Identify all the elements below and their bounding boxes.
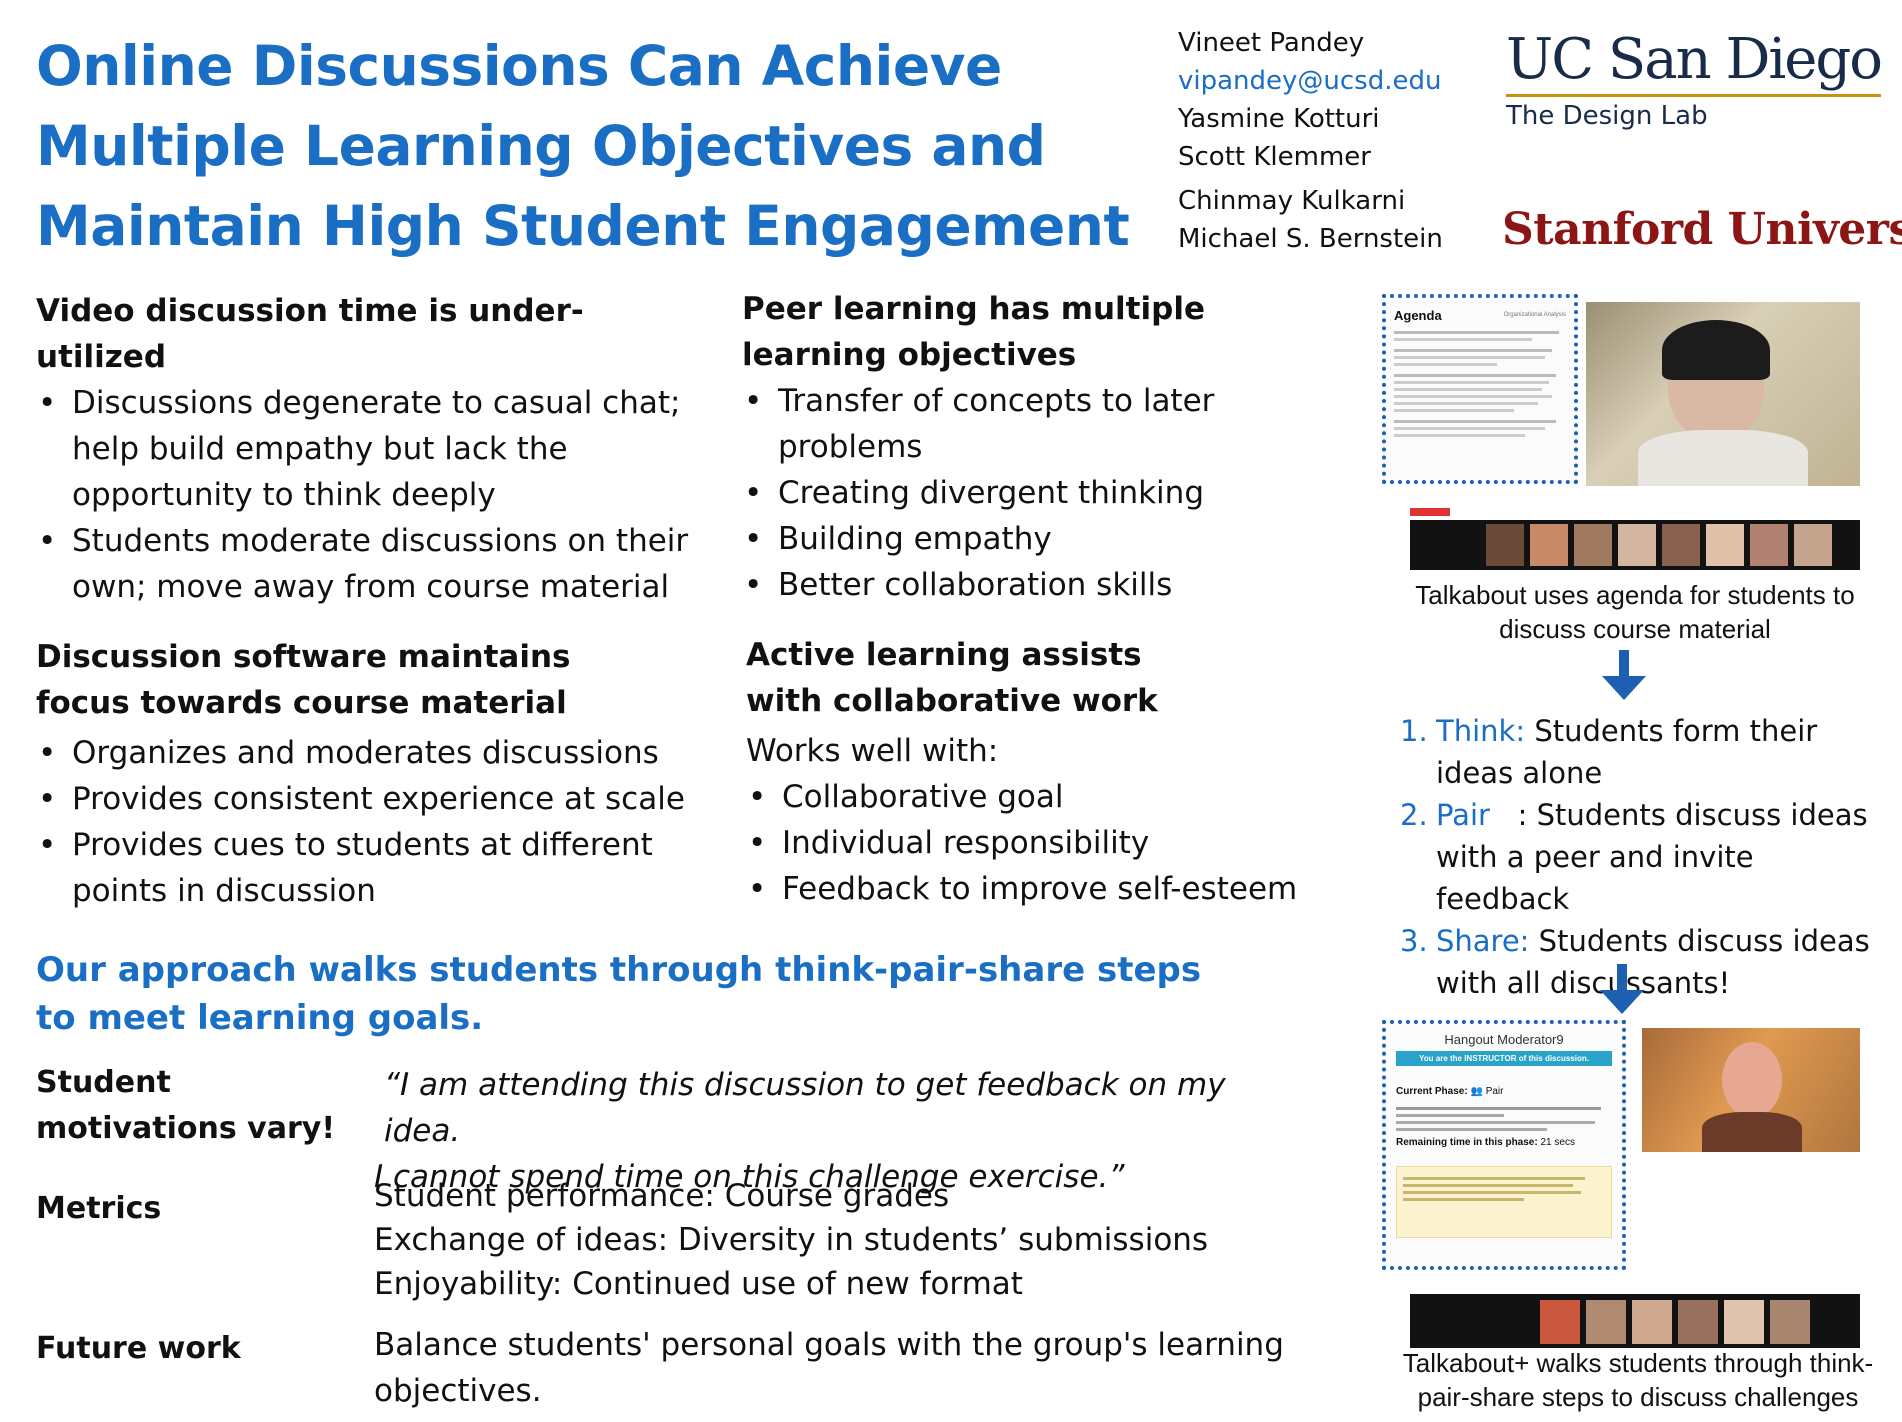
participant-strip	[1410, 1294, 1860, 1348]
participant-strip	[1410, 520, 1860, 570]
people-icon: 👥	[1470, 1086, 1483, 1097]
section-heading: Peer learning has multiple learning obje…	[742, 291, 1205, 373]
section-video: Video discussion time is under-utilized …	[36, 288, 696, 610]
author-name: Chinmay Kulkarni	[1178, 186, 1406, 216]
bullet-item: Organizes and moderates discussions	[36, 730, 696, 776]
bullet-item: Discussions degenerate to casual chat; h…	[36, 380, 696, 518]
down-arrow-icon	[1600, 964, 1644, 1014]
bullet-item: Collaborative goal	[746, 774, 1326, 820]
author-name: Vineet Pandey	[1178, 28, 1365, 58]
bullet-item: Provides cues to students at different p…	[36, 822, 696, 914]
participant-video	[1642, 1028, 1860, 1152]
author-list: Vineet Pandey vipandey@ucsd.edu Yasmine …	[1178, 24, 1443, 258]
figure-caption-hangout: Talkabout+ walks students through think-…	[1402, 1348, 1874, 1412]
think-pair-share-steps: 1. Think: Students form their ideas alone…	[1400, 710, 1880, 1004]
metric-item: Exchange of ideas: Diversity in students…	[374, 1222, 1209, 1258]
agenda-title: Agenda	[1394, 308, 1442, 323]
step-think: 1. Think: Students form their ideas alone	[1400, 714, 1818, 790]
metrics-label: Metrics	[36, 1191, 162, 1226]
down-arrow-icon	[1602, 650, 1646, 700]
metric-item: Student performance: Course grades	[374, 1178, 950, 1214]
step-share: 3. Share: Students discuss ideas with all…	[1400, 924, 1870, 1000]
section-software: Discussion software maintains focus towa…	[36, 634, 696, 914]
instructor-banner: You are the INSTRUCTOR of this discussio…	[1396, 1051, 1612, 1066]
bullet-item: Provides consistent experience at scale	[36, 776, 696, 822]
motivations-label: Student motivations vary!	[36, 1065, 336, 1146]
heads-up-note	[1396, 1166, 1612, 1238]
agenda-panel: Agenda Organizational Analysis	[1382, 294, 1578, 484]
red-marker	[1410, 508, 1450, 516]
future-work-text: Balance students' personal goals with th…	[374, 1327, 1284, 1409]
bullet-item: Better collaboration skills	[742, 562, 1302, 608]
metrics-list: Student performance: Course grades Excha…	[374, 1174, 1274, 1306]
bullet-item: Students moderate discussions on their o…	[36, 518, 696, 610]
bullet-item: Individual responsibility	[746, 820, 1326, 866]
agenda-tag: Organizational Analysis	[1503, 312, 1566, 318]
current-phase: Current Phase: 👥 Pair	[1396, 1086, 1504, 1097]
bullet-item: Transfer of concepts to later problems	[742, 378, 1302, 470]
section-intro: Works well with:	[746, 733, 999, 769]
bullet-item: Building empathy	[742, 516, 1302, 562]
section-heading: Active learning assists with collaborati…	[746, 637, 1158, 719]
future-work-label: Future work	[36, 1331, 241, 1366]
author-name: Michael S. Bernstein	[1178, 224, 1443, 254]
hangout-title: Hangout Moderator9	[1444, 1032, 1564, 1047]
remaining-time: Remaining time in this phase: 21 secs	[1396, 1137, 1575, 1148]
stanford-logo: Stanford University	[1502, 204, 1902, 255]
quote-line: “I am attending this discussion to get f…	[384, 1067, 1226, 1149]
participant-video	[1586, 302, 1860, 486]
approach-heading: Our approach walks students through thin…	[36, 950, 1202, 1038]
quote-line: I cannot spend time on this challenge ex…	[374, 1159, 1125, 1195]
author-name: Yasmine Kotturi	[1178, 104, 1380, 134]
author-name: Scott Klemmer	[1178, 142, 1371, 172]
poster-title: Online Discussions Can Achieve Multiple …	[36, 34, 1130, 258]
section-heading: Discussion software maintains focus towa…	[36, 639, 571, 721]
section-active: Active learning assists with collaborati…	[746, 632, 1326, 912]
ucsd-logo: UC San Diego The Design Lab	[1506, 27, 1883, 131]
bullet-item: Feedback to improve self-esteem	[746, 866, 1326, 912]
step-pair: 2. Pair : Students discuss ideas with a p…	[1400, 798, 1868, 916]
section-peer: Peer learning has multiple learning obje…	[742, 286, 1302, 608]
section-heading: Video discussion time is under-utilized	[36, 293, 584, 375]
author-email-link[interactable]: vipandey@ucsd.edu	[1178, 66, 1442, 96]
bullet-item: Creating divergent thinking	[742, 470, 1302, 516]
hangout-moderator-panel: Hangout Moderator9 You are the INSTRUCTO…	[1382, 1020, 1626, 1270]
metric-item: Enjoyability: Continued use of new forma…	[374, 1266, 1023, 1302]
motivations-quote: “I am attending this discussion to get f…	[374, 1062, 1294, 1200]
design-lab-label: The Design Lab	[1506, 101, 1708, 131]
figure-caption-agenda: Talkabout uses agenda for students to di…	[1415, 580, 1855, 644]
